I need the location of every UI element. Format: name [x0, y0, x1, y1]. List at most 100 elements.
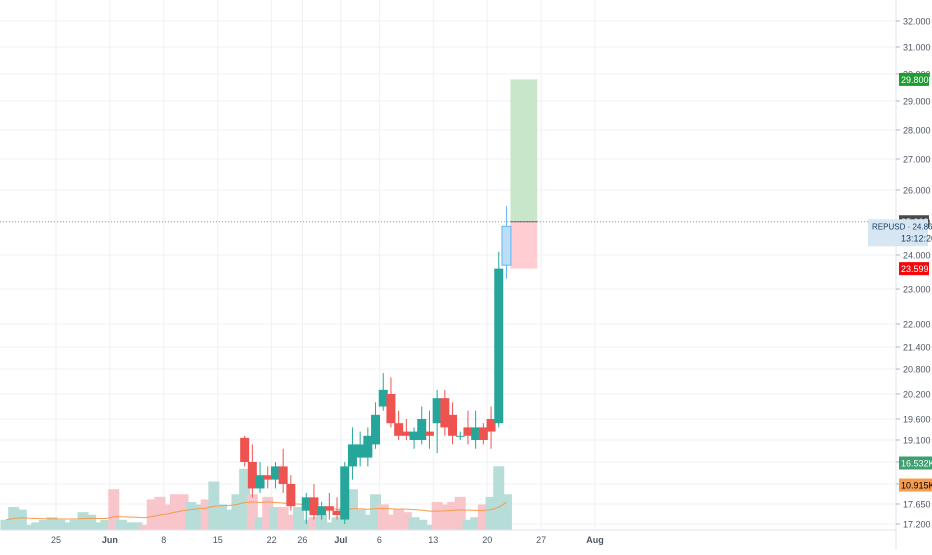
volume-bar	[92, 522, 104, 530]
candle-body[interactable]	[240, 437, 250, 462]
symbol-label: REPUSD · 24.869	[872, 222, 932, 231]
candle-body[interactable]	[455, 435, 465, 437]
candle-body[interactable]	[363, 435, 373, 458]
volume-bar	[323, 522, 335, 530]
volume-last-tag: 16.532K	[901, 459, 932, 469]
volume-bar	[223, 509, 235, 530]
y-tick-label: 32.000	[903, 17, 931, 27]
candle-body[interactable]	[448, 414, 458, 436]
volume-bar	[346, 489, 358, 530]
candle-body[interactable]	[386, 394, 396, 424]
volume-bar	[108, 489, 120, 530]
candle-body[interactable]	[340, 466, 350, 520]
volume-bar	[139, 524, 151, 530]
candle-body[interactable]	[255, 475, 265, 489]
x-tick-label: 13	[428, 535, 438, 545]
candle-body[interactable]	[417, 419, 427, 440]
candle-body[interactable]	[424, 431, 434, 436]
volume-bar	[0, 519, 12, 530]
volume-bar	[208, 481, 220, 530]
target-zone[interactable]	[510, 79, 538, 222]
candle-body[interactable]	[263, 475, 273, 480]
x-tick-label: 22	[267, 535, 277, 545]
volume-bar	[377, 504, 389, 530]
volume-bar	[300, 519, 312, 530]
volume-bar	[185, 501, 197, 530]
volume-bar	[46, 517, 58, 530]
candle-body[interactable]	[494, 268, 504, 424]
volume-bar	[62, 522, 74, 530]
candle-body[interactable]	[401, 431, 411, 436]
x-tick-label: 25	[51, 535, 61, 545]
candle-body[interactable]	[432, 398, 442, 424]
volume-bar	[239, 468, 251, 530]
target-price-tag: 29.800	[901, 75, 929, 85]
volume-bar	[362, 514, 374, 530]
volume-bar	[38, 519, 50, 530]
y-tick-label: 26.000	[903, 186, 931, 196]
volume-bar	[277, 507, 289, 530]
volume-bar	[493, 466, 505, 530]
candle-body[interactable]	[301, 497, 311, 511]
volume-bar	[462, 519, 474, 530]
candle-body[interactable]	[270, 466, 280, 480]
volume-bar	[146, 499, 158, 530]
candle-body[interactable]	[409, 431, 419, 440]
volume-bar	[293, 507, 305, 530]
candle-body[interactable]	[278, 466, 288, 484]
volume-bar	[162, 504, 174, 530]
volume-bar	[77, 512, 89, 530]
y-tick-label: 21.400	[903, 343, 931, 353]
candle-body[interactable]	[440, 398, 450, 428]
volume-bar	[262, 496, 274, 530]
y-tick-label: 17.200	[903, 520, 931, 530]
candle-body[interactable]	[347, 444, 357, 467]
candle-body[interactable]	[317, 506, 327, 516]
candle-body[interactable]	[478, 427, 488, 440]
candle-body[interactable]	[332, 510, 342, 516]
volume-bar	[308, 517, 320, 530]
volume-bar	[400, 512, 412, 530]
volume-bar	[216, 504, 228, 530]
y-tick-label: 31.000	[903, 43, 931, 53]
volume-bar	[408, 517, 420, 530]
volume-bar	[416, 519, 428, 530]
candle-body[interactable]	[486, 419, 496, 432]
candle-body[interactable]	[378, 389, 388, 407]
candle-body[interactable]	[286, 484, 296, 507]
volume-bar	[123, 522, 135, 530]
volume-bar	[15, 509, 27, 530]
x-tick-label: 15	[213, 535, 223, 545]
candle-body[interactable]	[471, 427, 481, 440]
y-tick-label: 28.000	[903, 126, 931, 136]
y-tick-label: 24.000	[903, 251, 931, 261]
x-tick-label: 6	[377, 535, 382, 545]
candle-body[interactable]	[324, 506, 334, 511]
volume-bar	[393, 509, 405, 530]
volume-bar	[447, 501, 459, 530]
candle-body[interactable]	[501, 225, 512, 266]
volume-bar	[192, 504, 204, 530]
volume-bar	[69, 519, 81, 530]
volume-bar	[31, 522, 43, 530]
volume-bar	[100, 519, 112, 530]
candle-body[interactable]	[463, 427, 473, 436]
y-tick-label: 27.000	[903, 155, 931, 165]
volume-bar	[331, 517, 343, 530]
y-tick-label: 19.100	[903, 436, 931, 446]
stop-zone[interactable]	[510, 221, 538, 269]
candle-body[interactable]	[355, 444, 365, 458]
x-tick-label: 27	[536, 535, 546, 545]
volume-bar	[177, 494, 189, 530]
volume-bar	[354, 509, 366, 530]
candle-body[interactable]	[247, 462, 257, 489]
candle-body[interactable]	[371, 414, 381, 445]
volume-bar	[285, 514, 297, 530]
candle-body[interactable]	[394, 423, 404, 436]
volume-bar	[385, 514, 397, 530]
candle-body[interactable]	[309, 497, 319, 516]
last-price-tag-bg	[868, 219, 928, 247]
volume-bar	[54, 519, 66, 530]
